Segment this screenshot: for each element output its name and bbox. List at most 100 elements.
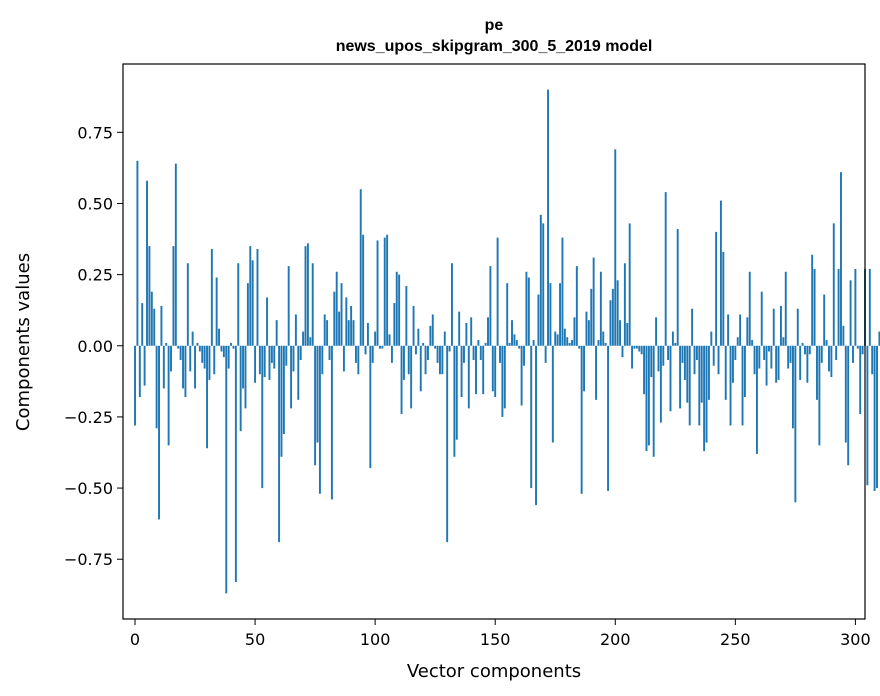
- bar-180: [566, 337, 569, 346]
- bar-44: [239, 345, 242, 432]
- bar-98: [369, 345, 372, 469]
- bar-239: [707, 345, 710, 400]
- bar-204: [623, 263, 626, 346]
- bar-51: [256, 249, 259, 346]
- bar-258: [753, 345, 756, 375]
- bar-169: [539, 214, 542, 346]
- bar-110: [398, 274, 401, 346]
- y-tick-label: 0.25: [77, 266, 113, 285]
- bar-253: [741, 345, 744, 426]
- bar-24: [191, 331, 194, 346]
- bar-103: [381, 345, 384, 349]
- bar-101: [376, 240, 379, 346]
- bar-240: [710, 331, 713, 346]
- bar-1: [136, 160, 139, 346]
- bar-58: [273, 345, 276, 369]
- bar-188: [585, 311, 588, 346]
- bar-203: [621, 345, 624, 358]
- bar-14: [167, 345, 170, 446]
- bar-93: [357, 345, 360, 375]
- bar-233: [693, 345, 696, 375]
- bar-20: [182, 345, 184, 389]
- bar-234: [695, 345, 698, 360]
- bar-255: [746, 317, 749, 346]
- bar-85: [338, 311, 341, 346]
- bar-40: [230, 342, 233, 346]
- bar-207: [631, 345, 634, 369]
- bar-26: [196, 342, 199, 346]
- bar-232: [691, 308, 694, 346]
- bar-241: [712, 345, 715, 366]
- bar-273: [789, 345, 792, 363]
- bar-292: [835, 345, 838, 360]
- bar-106: [388, 334, 391, 346]
- bar-167: [535, 345, 537, 506]
- bar-32: [210, 249, 213, 346]
- x-tick-label: 250: [720, 630, 751, 649]
- bar-128: [441, 345, 444, 375]
- bar-286: [820, 345, 823, 363]
- bar-192: [595, 345, 598, 400]
- bar-53: [261, 345, 264, 489]
- bar-107: [390, 345, 393, 363]
- bar-111: [400, 345, 403, 415]
- bar-81: [328, 345, 331, 360]
- bar-302: [859, 345, 862, 415]
- bar-135: [458, 311, 461, 346]
- bar-293: [837, 268, 840, 346]
- bar-157: [511, 320, 513, 346]
- bar-150: [494, 345, 497, 397]
- bar-152: [499, 345, 501, 363]
- bar-54: [263, 345, 266, 378]
- bar-301: [856, 345, 859, 349]
- bar-222: [667, 345, 670, 360]
- bar-75: [314, 345, 317, 466]
- bar-129: [443, 331, 446, 346]
- bar-127: [439, 345, 441, 375]
- bar-211: [640, 345, 643, 355]
- bar-165: [530, 345, 533, 489]
- bar-27: [198, 345, 201, 352]
- bar-133: [453, 345, 456, 457]
- x-tick-label: 100: [360, 630, 391, 649]
- y-tick-label: −0.75: [64, 550, 113, 569]
- bar-12: [162, 345, 165, 389]
- bar-271: [784, 271, 787, 346]
- bar-31: [208, 345, 211, 380]
- bar-149: [491, 345, 494, 392]
- bar-308: [873, 345, 876, 491]
- x-tick-label: 150: [480, 630, 511, 649]
- bar-70: [302, 331, 305, 346]
- bar-145: [482, 345, 485, 395]
- bar-231: [688, 345, 691, 426]
- bar-72: [306, 243, 309, 346]
- bar-136: [460, 345, 463, 397]
- bar-137: [463, 345, 465, 363]
- y-tick-label: 0.50: [77, 194, 113, 213]
- bar-92: [354, 345, 357, 363]
- bar-283: [813, 268, 816, 346]
- bar-163: [525, 271, 528, 346]
- bar-49: [251, 260, 254, 346]
- bar-237: [703, 345, 706, 452]
- bar-244: [719, 200, 722, 346]
- bar-114: [407, 345, 410, 375]
- bar-23: [189, 345, 192, 372]
- bar-147: [487, 317, 489, 346]
- bar-55: [266, 297, 269, 346]
- bar-164: [527, 277, 530, 346]
- bar-307: [871, 345, 874, 375]
- y-axis-label: Components values: [13, 253, 34, 431]
- bar-213: [645, 345, 648, 452]
- bar-288: [825, 340, 828, 346]
- bar-36: [220, 345, 223, 352]
- bar-30: [206, 345, 208, 449]
- bar-76: [316, 345, 319, 443]
- bar-229: [683, 345, 686, 380]
- bar-166: [532, 340, 535, 346]
- bar-144: [479, 345, 482, 360]
- bar-66: [292, 345, 295, 372]
- bar-68: [297, 345, 300, 400]
- bar-175: [554, 331, 557, 346]
